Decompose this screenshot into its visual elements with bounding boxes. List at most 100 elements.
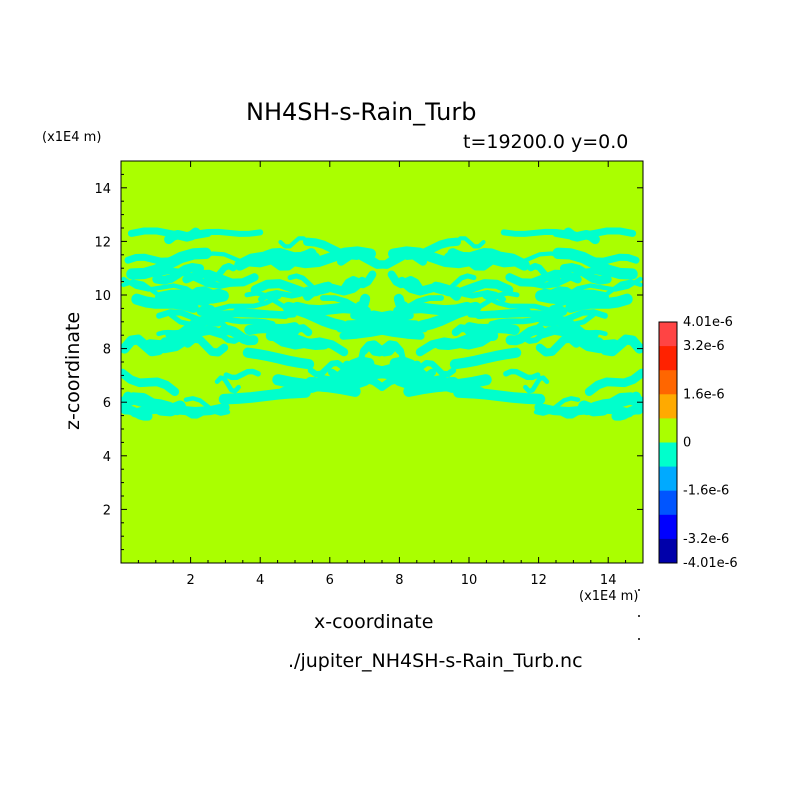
streak	[196, 304, 234, 323]
streak	[388, 246, 477, 269]
y-unit-label: (x1E4 m)	[42, 130, 102, 145]
streak	[583, 253, 640, 265]
streak	[365, 340, 404, 357]
colorbar-swatch	[659, 490, 677, 516]
x-tick-label: 6	[326, 573, 334, 588]
colorbar-swatch	[659, 418, 677, 443]
source-filename: ./jupiter_NH4SH-s-Rain_Turb.nc	[288, 650, 583, 672]
streak	[505, 325, 546, 346]
colorbar-swatch	[659, 466, 677, 492]
turbulent-streaks	[121, 227, 643, 421]
streak	[258, 286, 311, 303]
streak	[403, 374, 492, 397]
colorbar-label: -3.2e-6	[683, 532, 729, 547]
streak	[527, 262, 561, 284]
streak	[242, 347, 315, 370]
corner-markers	[638, 589, 640, 640]
streak	[127, 227, 212, 240]
y-tick-label: 2	[103, 503, 111, 518]
streak	[278, 236, 311, 249]
colorbar-label: 1.6e-6	[683, 387, 725, 402]
y-tick-label: 10	[94, 289, 111, 304]
colorbar-label: 4.01e-6	[683, 315, 733, 330]
streak	[182, 269, 259, 287]
streak	[559, 263, 612, 285]
x-tick-label: 10	[461, 573, 478, 588]
chart-subtitle: t=19200.0 y=0.0	[463, 131, 629, 153]
streak	[452, 248, 502, 258]
streak	[222, 315, 276, 327]
colorbar-swatch	[659, 322, 677, 347]
streak	[250, 279, 333, 297]
colorbar-swatch	[659, 346, 677, 371]
streak	[387, 270, 425, 294]
streak	[352, 293, 371, 319]
y-axis-ticks: 2 4 6 8 10 12 14	[94, 173, 643, 551]
streak	[218, 325, 259, 346]
y-tick-label: 6	[103, 396, 111, 411]
streak	[505, 269, 582, 287]
colorbar-frame	[658, 321, 678, 564]
streak	[262, 248, 312, 258]
streak	[194, 228, 264, 237]
streak	[203, 262, 237, 284]
colorbar-swatch	[659, 538, 677, 564]
colorbar: 4.01e-6 3.2e-6 1.6e-6 0 -1.6e-6 -3.2e-6 -4.01e…	[658, 315, 738, 571]
y-tick-label: 8	[103, 343, 111, 358]
y-tick-label: 4	[103, 450, 111, 465]
x-unit-label: (x1E4 m)	[579, 589, 639, 604]
streak	[503, 368, 541, 381]
streak	[393, 293, 412, 319]
streak	[339, 270, 377, 294]
colorbar-label: 0	[683, 436, 691, 451]
streak	[451, 324, 492, 346]
streak	[131, 293, 199, 313]
streak	[464, 322, 520, 336]
colorbar-swatch	[659, 442, 677, 468]
streak	[593, 334, 643, 357]
streak	[533, 396, 581, 416]
x-tick-label: 2	[186, 573, 194, 588]
streak	[536, 288, 572, 306]
streak	[535, 334, 581, 357]
x-tick-label: 14	[600, 573, 617, 588]
streak	[287, 246, 376, 269]
y-axis-label: z-coordinate	[62, 311, 84, 430]
streak	[449, 347, 522, 370]
streak	[339, 321, 429, 340]
chart-title: NH4SH-s-Rain_Turb	[246, 98, 477, 126]
streak	[584, 368, 643, 397]
x-axis-label: x-coordinate	[314, 611, 434, 633]
streak	[447, 248, 530, 271]
streak	[121, 276, 201, 299]
streak	[183, 396, 231, 416]
x-tick-label: 4	[256, 573, 264, 588]
x-tick-label: 12	[530, 573, 547, 588]
streak	[418, 359, 457, 378]
streak	[244, 322, 300, 336]
streak	[358, 348, 366, 363]
streak	[398, 348, 406, 363]
streak	[214, 375, 241, 394]
streak	[232, 308, 290, 320]
y-tick-label: 12	[94, 235, 111, 250]
streak	[234, 248, 317, 271]
colorbar-swatch	[659, 394, 677, 419]
streak	[156, 328, 189, 337]
streak	[130, 402, 230, 418]
streak	[272, 374, 361, 397]
streak	[272, 324, 313, 346]
streak	[490, 251, 566, 268]
streak	[223, 368, 261, 381]
streak	[565, 293, 633, 313]
streak	[198, 251, 274, 268]
streak	[563, 276, 643, 299]
streak	[488, 315, 542, 327]
colorbar-swatch	[659, 370, 677, 395]
colorbar-label: -4.01e-6	[683, 556, 738, 571]
field-background	[121, 161, 643, 563]
x-axis-ticks: 2 4 6 8 10 12 14	[137, 161, 627, 588]
streak	[474, 308, 532, 320]
streak	[431, 279, 514, 297]
